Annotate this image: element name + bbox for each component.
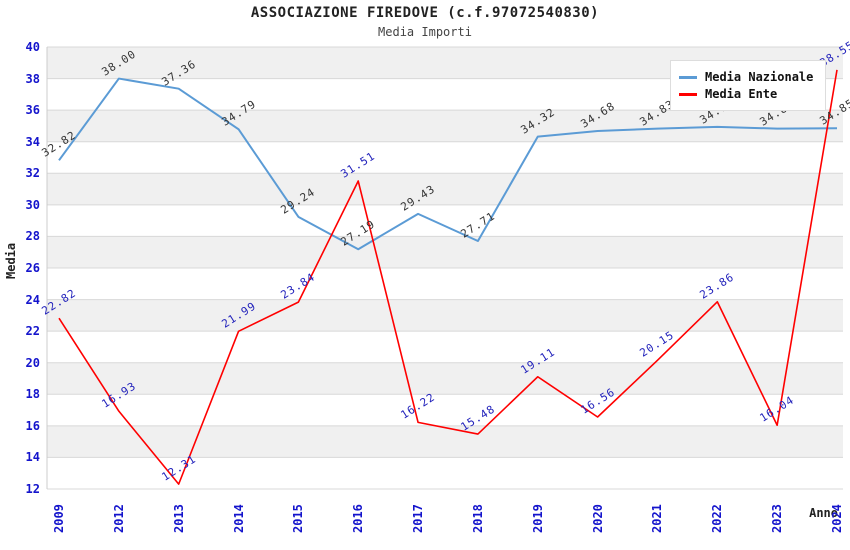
y-tick-label: 20 xyxy=(25,355,40,370)
y-tick-label: 18 xyxy=(25,387,40,402)
legend-item-media-nazionale: Media Nazionale xyxy=(679,70,813,84)
y-tick-label: 14 xyxy=(25,450,40,465)
legend: Media Nazionale Media Ente xyxy=(670,60,827,111)
y-tick-label: 22 xyxy=(25,324,40,339)
y-tick-label: 26 xyxy=(25,261,40,275)
chart-subtitle: Media Importi xyxy=(378,25,472,39)
media-nazionale-line-swatch xyxy=(679,75,697,79)
y-tick-label: 36 xyxy=(25,103,40,118)
y-tick-label: 28 xyxy=(25,229,40,244)
legend-label-media-nazionale: Media Nazionale xyxy=(705,70,814,84)
legend-label-media-ente: Media Ente xyxy=(705,87,778,101)
y-tick-label: 40 xyxy=(25,40,40,54)
y-tick-label: 38 xyxy=(25,71,40,86)
y-tick-label: 30 xyxy=(25,197,40,212)
y-tick-label: 16 xyxy=(25,418,40,433)
y-tick-label: 24 xyxy=(25,292,40,307)
y-tick-label: 12 xyxy=(25,482,40,496)
y-tick-label: 34 xyxy=(25,134,40,149)
media-ente-line-swatch xyxy=(679,92,697,96)
y-tick-label: 32 xyxy=(25,166,40,181)
chart-title: ASSOCIAZIONE FIREDOVE (c.f.97072540830) xyxy=(250,5,600,21)
x-axis-title: Anno xyxy=(809,506,838,520)
legend-item-media-ente: Media Ente xyxy=(679,87,813,101)
